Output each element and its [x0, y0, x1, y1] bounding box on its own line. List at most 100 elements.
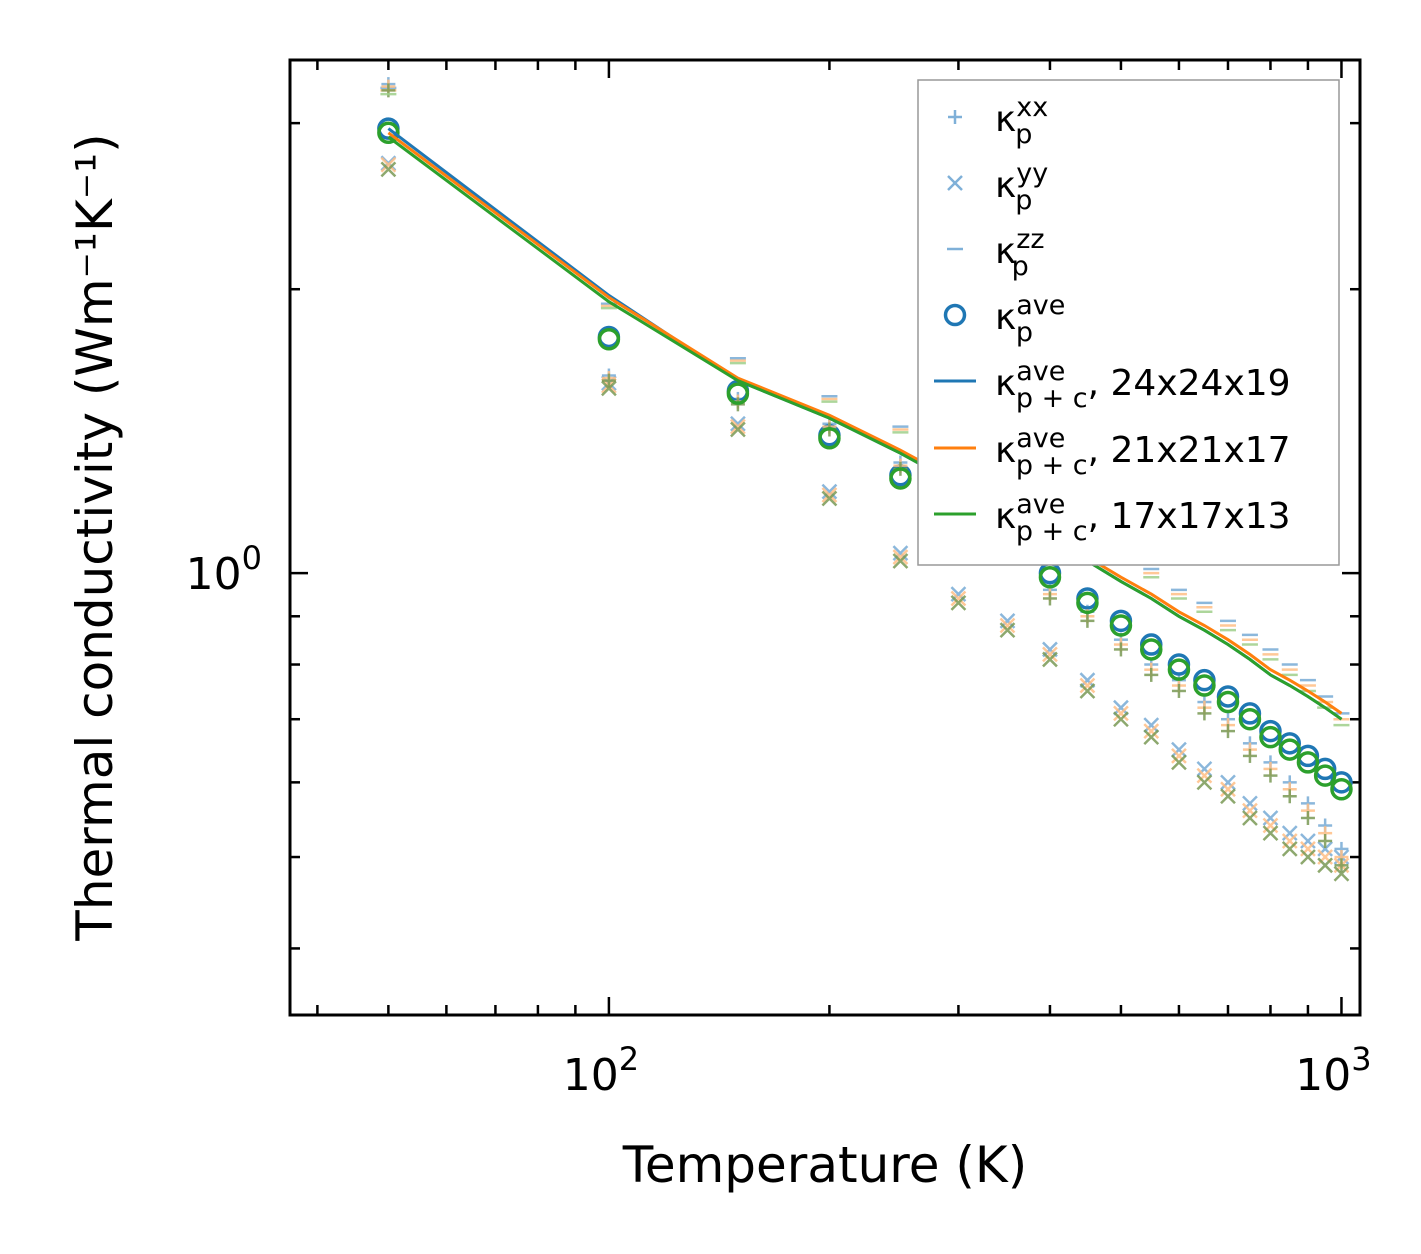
- kyy-orange-point: [950, 590, 967, 607]
- kyy-orange-point: [1220, 781, 1236, 798]
- line-21x21x17: [387, 131, 1343, 715]
- kyy-green-point: [380, 161, 397, 178]
- kave-green-point: [1193, 674, 1216, 697]
- kyy-orange-point: [380, 156, 397, 173]
- kyy-orange-point: [1113, 705, 1129, 722]
- y-axis-label: Thermal conductivity (Wm⁻¹K⁻¹): [66, 133, 124, 941]
- kxx-green-point: [1334, 858, 1349, 873]
- kave-green-point: [1167, 658, 1191, 681]
- kyy-orange-point: [1262, 817, 1279, 834]
- kyy-orange-point: [730, 418, 746, 435]
- kyy-point: [1196, 761, 1213, 777]
- x-tick-label: 103: [1295, 1040, 1371, 1101]
- kave-green-point: [1038, 565, 1062, 589]
- kyy-green-point: [1113, 711, 1129, 728]
- kave-green-point: [1259, 725, 1282, 749]
- kyy-orange-point: [1196, 767, 1213, 784]
- kave-green-point: [1216, 690, 1240, 714]
- legend-label: κave p: [995, 290, 1065, 348]
- kyy-point: [1242, 795, 1258, 812]
- kyy-point: [1220, 774, 1236, 791]
- legend: κxx p κyy p κzz p κave p κave p + c, 24x24x19 κave…: [917, 79, 1340, 566]
- kyy-orange-point: [1171, 748, 1187, 764]
- kyy-green-point: [1333, 865, 1350, 882]
- kyy-green-point: [1196, 774, 1213, 791]
- legend-marker-swatch: [948, 110, 962, 124]
- kyy-orange-point: [1143, 723, 1160, 739]
- kave-green-point: [1238, 707, 1262, 731]
- y-tick-label: 100: [186, 539, 262, 600]
- kyy-orange-point: [999, 617, 1016, 634]
- kyy-green-point: [1242, 810, 1258, 826]
- kyy-point: [1281, 825, 1298, 842]
- kave-green-point: [377, 121, 400, 145]
- kave-green-point: [1313, 764, 1337, 787]
- kyy-point: [1262, 810, 1279, 826]
- legend-marker-swatch: [947, 175, 963, 191]
- legend-label: κxx p: [995, 92, 1048, 150]
- kxx-green-point: [601, 373, 616, 388]
- kave-point: [1259, 719, 1282, 743]
- kyy-green-point: [601, 380, 617, 397]
- kyy-green-point: [1281, 841, 1298, 857]
- kyy-point: [1300, 833, 1316, 849]
- kxx-green-point: [1263, 768, 1278, 783]
- kave-green-point: [1109, 614, 1133, 637]
- kxx-green-point: [1144, 667, 1159, 682]
- legend-entry-kyy: κyy p: [947, 158, 1048, 216]
- tick-labels: 102 103 100: [186, 539, 1372, 1101]
- kyy-point: [1113, 699, 1129, 716]
- kyy-green-point: [730, 421, 746, 438]
- kxx-green-point: [1080, 613, 1095, 628]
- kyy-point: [730, 415, 746, 432]
- x-axis-label: Temperature (K): [622, 1136, 1027, 1194]
- kyy-green-point: [1220, 788, 1236, 805]
- legend-label: κave p + c, 17x17x13: [995, 489, 1291, 547]
- kyy-point: [1143, 717, 1160, 733]
- legend-marker-swatch: [943, 303, 967, 327]
- kxx-green-point: [1318, 833, 1333, 848]
- kave-green-point: [1076, 591, 1099, 615]
- kyy-green-point: [892, 553, 909, 569]
- kave-green-point: [1296, 751, 1320, 774]
- kave-green-point: [597, 328, 621, 351]
- legend-entry-kxx: κxx p: [948, 92, 1048, 150]
- x-tick-label: 102: [563, 1040, 639, 1101]
- kxx-green-point: [1220, 724, 1235, 739]
- kyy-green-point: [999, 622, 1016, 639]
- kave-green-point: [1278, 738, 1302, 761]
- plot-frame: [288, 58, 1362, 1017]
- legend-entry-kzz: κzz p: [947, 224, 1045, 282]
- kave-green-point: [726, 382, 750, 405]
- legend-entry-kave: κave p: [943, 290, 1065, 348]
- kyy-orange-point: [1079, 677, 1096, 694]
- kxx-green-point: [1042, 591, 1057, 606]
- kxx-green-point: [1282, 789, 1297, 804]
- kyy-green-point: [1171, 754, 1187, 771]
- kxx-green-point: [1171, 683, 1186, 698]
- kave-green-point: [818, 426, 841, 450]
- kyy-green-point: [1042, 651, 1058, 668]
- kxx-green-point: [1197, 706, 1212, 721]
- kxx-green-point: [1300, 810, 1315, 825]
- legend-entry-24x24x19: κave p + c, 24x24x19: [934, 356, 1291, 414]
- kyy-orange-point: [821, 487, 838, 503]
- legend-label: κave p + c, 24x24x19: [995, 356, 1291, 414]
- kyy-orange-point: [1281, 833, 1298, 849]
- kxx-green-point: [1113, 642, 1128, 657]
- kave-point: [1278, 732, 1302, 755]
- legend-frame: [917, 79, 1340, 566]
- kyy-green-point: [1262, 825, 1279, 842]
- kyy-green-point: [1300, 849, 1316, 865]
- legend-entry-21x21x17: κave p + c, 21x21x17: [934, 423, 1291, 481]
- kyy-green-point: [1317, 857, 1334, 874]
- line-17x17x13: [387, 135, 1343, 721]
- kyy-point: [821, 483, 838, 500]
- kyy-orange-point: [892, 549, 909, 565]
- kxx-green-point: [1242, 748, 1257, 763]
- kave-green-point: [1140, 638, 1163, 661]
- kyy-green-point: [821, 490, 838, 507]
- legend-entry-17x17x13: κave p + c, 17x17x13: [934, 489, 1291, 547]
- kyy-point: [1171, 741, 1187, 758]
